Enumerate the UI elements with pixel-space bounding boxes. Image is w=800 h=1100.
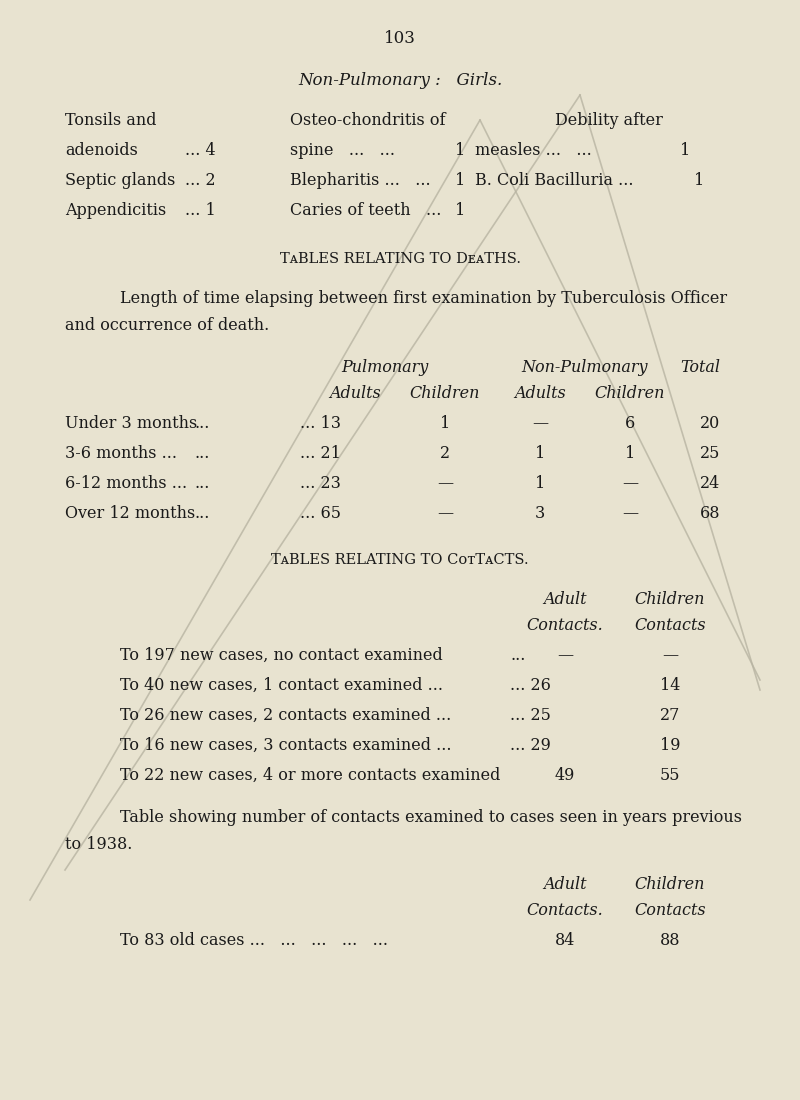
Text: 27: 27: [660, 707, 680, 724]
Text: Contacts.: Contacts.: [526, 617, 603, 634]
Text: To 26 new cases, 2 contacts examined ...: To 26 new cases, 2 contacts examined ...: [120, 707, 451, 724]
Text: Blepharitis ...   ...: Blepharitis ... ...: [290, 172, 430, 189]
Text: 1: 1: [625, 446, 635, 462]
Text: —: —: [437, 505, 453, 522]
Text: Pulmonary: Pulmonary: [342, 359, 429, 376]
Text: TᴀBLES RELATING TO CᴏᴛTᴀCTS.: TᴀBLES RELATING TO CᴏᴛTᴀCTS.: [271, 553, 529, 566]
Text: ... 4: ... 4: [185, 142, 216, 160]
Text: ...: ...: [510, 647, 526, 664]
Text: Osteo-chondritis of: Osteo-chondritis of: [290, 112, 446, 129]
Text: and occurrence of death.: and occurrence of death.: [65, 317, 270, 334]
Text: Debility after: Debility after: [555, 112, 663, 129]
Text: Children: Children: [410, 385, 480, 402]
Text: 6: 6: [625, 415, 635, 432]
Text: 3-6 months ...: 3-6 months ...: [65, 446, 177, 462]
Text: 2: 2: [440, 446, 450, 462]
Text: 1: 1: [680, 142, 690, 160]
Text: 103: 103: [384, 30, 416, 47]
Text: Over 12 months: Over 12 months: [65, 505, 195, 522]
Text: ... 29: ... 29: [510, 737, 551, 754]
Text: 84: 84: [555, 932, 575, 949]
Text: measles ...   ...: measles ... ...: [475, 142, 592, 160]
Text: ...: ...: [195, 505, 210, 522]
Text: —: —: [532, 415, 548, 432]
Text: To 16 new cases, 3 contacts examined ...: To 16 new cases, 3 contacts examined ...: [120, 737, 451, 754]
Text: Contacts: Contacts: [634, 617, 706, 634]
Text: 1: 1: [455, 202, 466, 219]
Text: 88: 88: [660, 932, 680, 949]
Text: 3: 3: [535, 505, 545, 522]
Text: Children: Children: [635, 591, 705, 608]
Text: 55: 55: [660, 767, 680, 784]
Text: 19: 19: [660, 737, 680, 754]
Text: 24: 24: [700, 475, 720, 492]
Text: Tonsils and: Tonsils and: [65, 112, 157, 129]
Text: TᴀBLES RELATING TO DᴇᴀTHS.: TᴀBLES RELATING TO DᴇᴀTHS.: [279, 252, 521, 266]
Text: Non-Pulmonary: Non-Pulmonary: [522, 359, 648, 376]
Text: —: —: [622, 505, 638, 522]
Text: 1: 1: [535, 475, 545, 492]
Text: —: —: [437, 475, 453, 492]
Text: 68: 68: [699, 505, 720, 522]
Text: 1: 1: [694, 172, 704, 189]
Text: To 40 new cases, 1 contact examined ...: To 40 new cases, 1 contact examined ...: [120, 676, 443, 694]
Text: 49: 49: [555, 767, 575, 784]
Text: ...: ...: [195, 446, 210, 462]
Text: 6-12 months ...: 6-12 months ...: [65, 475, 187, 492]
Text: Children: Children: [595, 385, 665, 402]
Text: —: —: [557, 647, 573, 664]
Text: —: —: [662, 647, 678, 664]
Text: ... 21: ... 21: [300, 446, 341, 462]
Text: ... 1: ... 1: [185, 202, 216, 219]
Text: 20: 20: [700, 415, 720, 432]
Text: To 197 new cases, no contact examined: To 197 new cases, no contact examined: [120, 647, 442, 664]
Text: adenoids: adenoids: [65, 142, 138, 160]
Text: Adult: Adult: [543, 591, 586, 608]
Text: 14: 14: [660, 676, 680, 694]
Text: ...: ...: [195, 475, 210, 492]
Text: Caries of teeth   ...: Caries of teeth ...: [290, 202, 442, 219]
Text: ...: ...: [195, 415, 210, 432]
Text: 1: 1: [455, 142, 466, 160]
Text: Contacts.: Contacts.: [526, 902, 603, 918]
Text: Adults: Adults: [514, 385, 566, 402]
Text: Appendicitis: Appendicitis: [65, 202, 166, 219]
Text: ... 23: ... 23: [300, 475, 341, 492]
Text: Table showing number of contacts examined to cases seen in years previous: Table showing number of contacts examine…: [120, 808, 742, 826]
Text: 1: 1: [440, 415, 450, 432]
Text: Non-Pulmonary :   Girls.: Non-Pulmonary : Girls.: [298, 72, 502, 89]
Text: B. Coli Bacilluria ...: B. Coli Bacilluria ...: [475, 172, 634, 189]
Text: Total: Total: [680, 359, 720, 376]
Text: Length of time elapsing between first examination by Tuberculosis Officer: Length of time elapsing between first ex…: [120, 290, 727, 307]
Text: to 1938.: to 1938.: [65, 836, 132, 852]
Text: 1: 1: [455, 172, 466, 189]
Text: ... 2: ... 2: [185, 172, 216, 189]
Text: Adult: Adult: [543, 876, 586, 893]
Text: 1: 1: [535, 446, 545, 462]
Text: To 83 old cases ...   ...   ...   ...   ...: To 83 old cases ... ... ... ... ...: [120, 932, 388, 949]
Text: Under 3 months: Under 3 months: [65, 415, 198, 432]
Text: spine   ...   ...: spine ... ...: [290, 142, 395, 160]
Text: To 22 new cases, 4 or more contacts examined: To 22 new cases, 4 or more contacts exam…: [120, 767, 500, 784]
Text: Adults: Adults: [329, 385, 381, 402]
Text: ... 26: ... 26: [510, 676, 551, 694]
Text: 25: 25: [700, 446, 720, 462]
Text: Septic glands: Septic glands: [65, 172, 175, 189]
Text: Children: Children: [635, 876, 705, 893]
Text: ... 65: ... 65: [300, 505, 341, 522]
Text: ... 25: ... 25: [510, 707, 551, 724]
Text: Contacts: Contacts: [634, 902, 706, 918]
Text: —: —: [622, 475, 638, 492]
Text: ... 13: ... 13: [300, 415, 341, 432]
